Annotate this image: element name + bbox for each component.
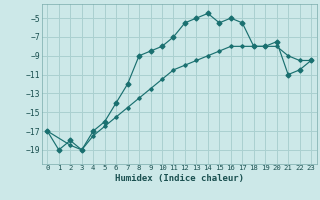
- X-axis label: Humidex (Indice chaleur): Humidex (Indice chaleur): [115, 174, 244, 183]
